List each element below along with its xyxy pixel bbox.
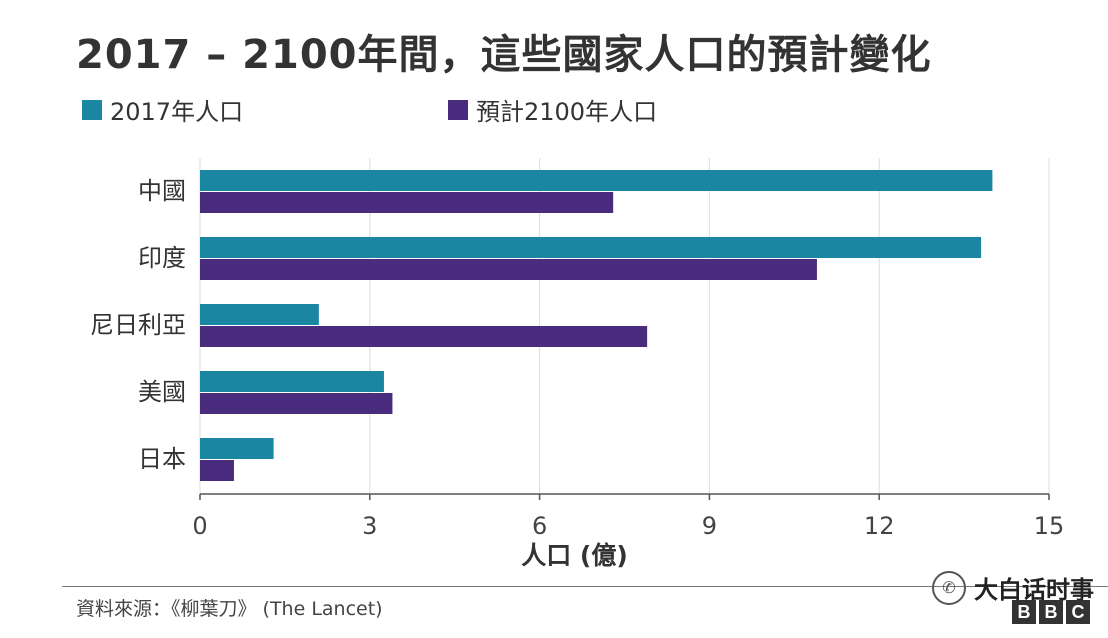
bar-2100: [200, 393, 393, 414]
watermark: ✆ 大白话时事: [932, 570, 1094, 605]
legend-label-2100: 預計2100年人口: [476, 98, 658, 126]
divider: [62, 586, 1108, 587]
x-tick-label: 9: [702, 512, 717, 540]
bar-2017: [200, 170, 993, 191]
x-tick-label: 0: [192, 512, 207, 540]
bar-2017: [200, 371, 384, 392]
category-label: 美國: [138, 378, 186, 406]
chart-title: 2017 – 2100年間，這些國家人口的預計變化: [76, 32, 932, 78]
x-tick-label: 6: [532, 512, 547, 540]
wechat-icon: ✆: [932, 570, 966, 605]
bar-2100: [200, 460, 234, 481]
x-tick-label: 3: [362, 512, 377, 540]
category-label: 印度: [138, 244, 186, 272]
x-tick-label: 15: [1034, 512, 1065, 540]
bar-2100: [200, 192, 614, 213]
bar-2017: [200, 237, 982, 258]
category-label: 中國: [138, 177, 186, 205]
bar-2100: [200, 259, 817, 280]
bar-2017: [200, 304, 319, 325]
x-axis-title: 人口 (億): [521, 541, 628, 570]
legend-item-2017: 2017年人口: [82, 92, 243, 127]
legend-label-2017: 2017年人口: [110, 98, 244, 126]
category-label: 尼日利亞: [90, 311, 186, 339]
category-label: 日本: [138, 445, 186, 473]
legend-swatch-2100: [448, 99, 468, 120]
x-tick-label: 12: [864, 512, 895, 540]
legend-swatch-2017: [82, 99, 102, 120]
bar-2100: [200, 326, 648, 347]
bbc-letter-3: C: [1066, 600, 1090, 624]
bbc-letter-1: B: [1012, 600, 1036, 624]
bbc-letter-2: B: [1039, 600, 1063, 624]
bar-2017: [200, 438, 274, 459]
watermark-text: 大白话时事: [974, 576, 1094, 604]
bbc-logo: B B C: [1012, 600, 1090, 624]
legend-item-2100: 預計2100年人口: [448, 92, 657, 127]
source-note: 資料來源：《柳葉刀》 (The Lancet): [76, 598, 383, 620]
legend: 2017年人口 預計2100年人口: [0, 92, 1108, 126]
